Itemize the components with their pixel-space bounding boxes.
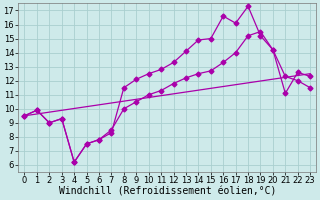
X-axis label: Windchill (Refroidissement éolien,°C): Windchill (Refroidissement éolien,°C) — [59, 187, 276, 197]
